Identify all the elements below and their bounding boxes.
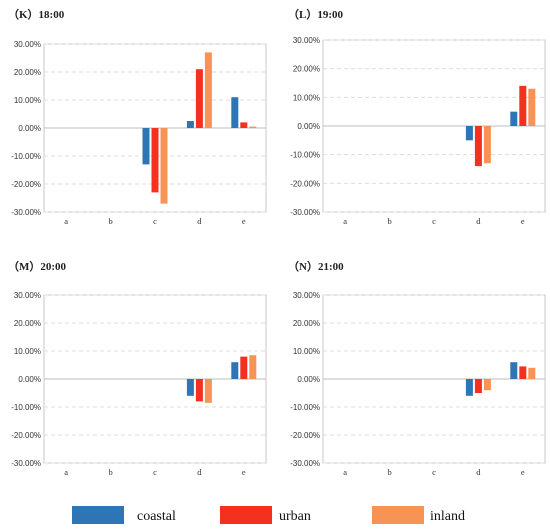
bar-inland-e (528, 88, 536, 126)
bar-urban-d (474, 379, 482, 393)
y-tick-label: -20.00% (290, 179, 320, 188)
bar-coastal-d (186, 121, 194, 128)
y-tick-label: 30.00% (293, 291, 320, 300)
legend-label: coastal (137, 509, 176, 524)
legend-label: inland (430, 509, 465, 524)
bar-coastal-e (231, 362, 239, 379)
y-tick-label: 10.00% (14, 96, 41, 105)
bar-inland-e (528, 367, 536, 379)
y-tick-label: 0.00% (18, 124, 41, 133)
legend: coastal urban inland (72, 506, 465, 524)
x-tick-label: d (197, 216, 202, 226)
x-tick-label: e (242, 216, 246, 226)
y-tick-label: 10.00% (293, 347, 320, 356)
bar-coastal-c (142, 128, 150, 165)
x-tick-label: c (432, 467, 436, 477)
y-tick-label: -30.00% (11, 459, 41, 468)
x-tick-label: e (521, 216, 525, 226)
y-tick-label: 20.00% (293, 65, 320, 74)
y-tick-label: 20.00% (14, 319, 41, 328)
y-tick-label: 10.00% (293, 93, 320, 102)
bar-inland-d (483, 379, 491, 391)
y-tick-label: 30.00% (14, 40, 41, 49)
y-tick-label: 0.00% (18, 375, 41, 384)
x-tick-label: c (153, 467, 157, 477)
y-tick-label: -20.00% (290, 431, 320, 440)
x-tick-label: a (343, 216, 347, 226)
chart-panel-2: （L）19:00 30.00% 20.00% 10.00% 0.00% -10.00% -2… (288, 8, 546, 226)
y-tick-label: -10.00% (290, 403, 320, 412)
legend-swatch-coastal (72, 506, 124, 524)
bar-coastal-d (465, 126, 473, 141)
panel-title: （N）21:00 (288, 260, 344, 273)
bar-urban-e (519, 366, 527, 379)
x-tick-label: c (153, 216, 157, 226)
y-tick-label: -20.00% (11, 431, 41, 440)
bar-inland-d (483, 126, 491, 164)
bar-urban-d (195, 379, 203, 402)
chart-panel-3: （M）20:00 30.00% 20.00% 10.00% 0.00% -10.00% -2… (8, 260, 267, 477)
bar-urban-d (195, 69, 203, 128)
panel-title: （K）18:00 (8, 8, 65, 21)
y-tick-label: -20.00% (11, 180, 41, 189)
y-tick-label: 0.00% (297, 375, 320, 384)
bar-inland-e (249, 355, 257, 379)
bar-coastal-d (465, 379, 473, 396)
x-tick-label: b (108, 467, 112, 477)
bar-inland-d (204, 379, 212, 403)
bar-inland-c (160, 128, 168, 204)
y-tick-label: 10.00% (14, 347, 41, 356)
x-tick-label: d (476, 216, 481, 226)
y-tick-label: -10.00% (290, 151, 320, 160)
bar-coastal-d (186, 379, 194, 396)
y-tick-label: -30.00% (290, 208, 320, 217)
y-tick-label: -10.00% (11, 152, 41, 161)
bar-inland-d (204, 52, 212, 128)
y-tick-label: -30.00% (11, 208, 41, 217)
x-tick-label: e (521, 467, 525, 477)
y-tick-label: 20.00% (14, 68, 41, 77)
bar-coastal-e (510, 111, 518, 126)
legend-swatch-inland (372, 506, 424, 524)
x-tick-label: e (242, 467, 246, 477)
legend-swatch-urban (220, 506, 272, 524)
chart-panel-1: （K）18:00 30.00% 20.00% 10.00% 0.00% -10.00% -2… (8, 8, 267, 226)
x-tick-label: d (197, 467, 202, 477)
y-tick-label: 30.00% (14, 291, 41, 300)
x-tick-label: c (432, 216, 436, 226)
y-tick-label: -10.00% (11, 403, 41, 412)
x-tick-label: b (108, 216, 112, 226)
y-tick-label: 0.00% (297, 122, 320, 131)
bar-urban-d (474, 126, 482, 167)
bar-urban-c (151, 128, 159, 193)
x-tick-label: b (387, 467, 391, 477)
bar-coastal-e (510, 362, 518, 379)
bar-urban-e (240, 356, 248, 379)
y-tick-label: 30.00% (293, 36, 320, 45)
x-tick-label: a (343, 467, 347, 477)
x-tick-label: a (64, 216, 68, 226)
x-tick-label: b (387, 216, 391, 226)
legend-label: urban (279, 509, 311, 524)
bar-urban-e (519, 85, 527, 126)
chart-panel-4: （N）21:00 30.00% 20.00% 10.00% 0.00% -10.00% -2… (288, 260, 546, 477)
bar-urban-e (240, 122, 248, 128)
bar-coastal-e (231, 97, 239, 128)
y-tick-label: 20.00% (293, 319, 320, 328)
panel-title: （M）20:00 (8, 260, 67, 273)
bar-inland-e (249, 126, 257, 128)
x-tick-label: d (476, 467, 481, 477)
x-tick-label: a (64, 467, 68, 477)
panel-title: （L）19:00 (288, 8, 343, 21)
y-tick-label: -30.00% (290, 459, 320, 468)
